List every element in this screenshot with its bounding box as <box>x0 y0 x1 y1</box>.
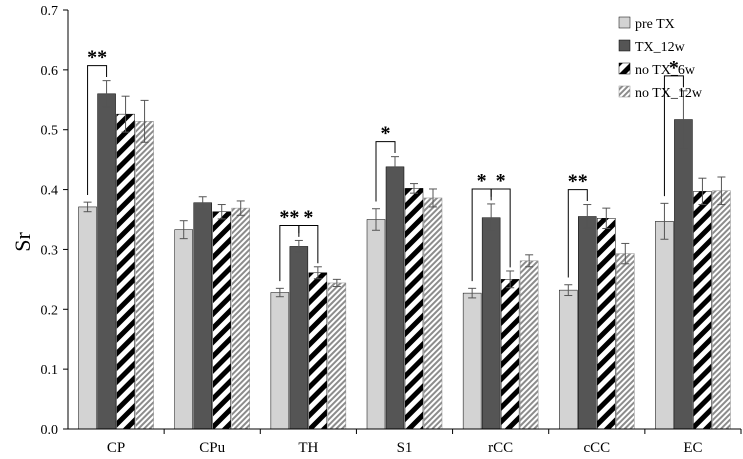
significance-label: * <box>381 123 391 145</box>
bar-pre-tx-cp <box>78 206 97 430</box>
bar-no-tx-6w-ccc <box>597 218 616 430</box>
bar-no-tx-12w-ec <box>712 190 731 430</box>
bar-no-tx-6w-cp <box>116 113 135 430</box>
category-label-cp: CP <box>107 440 125 456</box>
bar-pre-tx-s1 <box>366 219 386 430</box>
significance-bracket <box>663 75 684 197</box>
bar-tx-12w-ec <box>674 119 693 430</box>
legend-label-no-tx-6w: no TX_6w <box>635 63 696 78</box>
significance-label: * <box>496 170 506 192</box>
bar-tx-12w-ccc <box>578 216 597 430</box>
bar-pre-tx-th <box>270 292 290 430</box>
significance-label: * <box>477 170 487 192</box>
legend-swatch-pre-tx <box>618 16 631 29</box>
bar-tx-12w-rcc <box>481 217 501 430</box>
bar-no-tx-6w-cpu <box>212 211 231 430</box>
significance-label: ** <box>87 47 107 69</box>
significance-bracket <box>375 141 396 202</box>
significance-bracket <box>298 224 319 264</box>
legend-swatch-no-tx-6w <box>618 62 631 75</box>
significance-label: ** <box>279 206 299 228</box>
bar-no-tx-12w-ccc <box>616 253 635 430</box>
category-label-s1: S1 <box>397 440 413 456</box>
y-tick-label: 0.7 <box>41 4 59 19</box>
category-label-ccc: cCC <box>583 440 610 456</box>
legend-label-no-tx-12w: no TX_12w <box>635 86 703 101</box>
bar-no-tx-12w-rcc <box>519 260 539 430</box>
y-tick-label: 0.0 <box>41 423 59 438</box>
y-tick-label: 0.2 <box>41 303 59 318</box>
bar-no-tx-12w-th <box>327 282 347 430</box>
bar-no-tx-6w-th <box>308 272 328 430</box>
category-label-th: TH <box>298 440 318 456</box>
bar-no-tx-12w-s1 <box>423 197 443 430</box>
bar-tx-12w-cp <box>97 93 116 430</box>
bar-no-tx-12w-cp <box>135 121 154 430</box>
bar-tx-12w-cpu <box>193 202 212 430</box>
bar-tx-12w-th <box>289 246 309 430</box>
significance-label: * <box>303 206 313 228</box>
bar-pre-tx-rcc <box>462 292 482 430</box>
y-tick-label: 0.1 <box>41 363 59 378</box>
bar-tx-12w-s1 <box>385 166 405 430</box>
legend-swatch-tx-12w <box>618 39 631 52</box>
bar-no-tx-12w-cpu <box>231 207 250 430</box>
significance-label: ** <box>568 171 588 193</box>
significance-bracket <box>87 65 108 195</box>
category-label-ec: EC <box>683 440 702 456</box>
legend-label-tx-12w: TX_12w <box>635 40 686 55</box>
bar-pre-tx-cpu <box>174 229 193 430</box>
y-tick-label: 0.4 <box>41 184 59 199</box>
bar-pre-tx-ccc <box>559 289 578 430</box>
category-label-cpu: CPu <box>199 440 225 456</box>
legend-label-pre-tx: pre TX <box>635 17 675 32</box>
y-tick-label: 0.3 <box>41 243 59 258</box>
y-axis-label: Sr <box>10 232 35 252</box>
legend-swatch-no-tx-12w <box>618 85 631 98</box>
y-tick-label: 0.6 <box>41 64 59 79</box>
bar-no-tx-6w-rcc <box>500 279 520 430</box>
y-tick-label: 0.5 <box>41 124 59 139</box>
category-label-rcc: rCC <box>488 440 513 456</box>
significance-label: * <box>669 57 679 79</box>
bar-no-tx-6w-s1 <box>404 188 424 430</box>
significance-bracket <box>490 188 511 268</box>
significance-bracket <box>567 189 588 278</box>
bar-pre-tx-ec <box>655 221 674 430</box>
bar-no-tx-6w-ec <box>693 191 712 430</box>
